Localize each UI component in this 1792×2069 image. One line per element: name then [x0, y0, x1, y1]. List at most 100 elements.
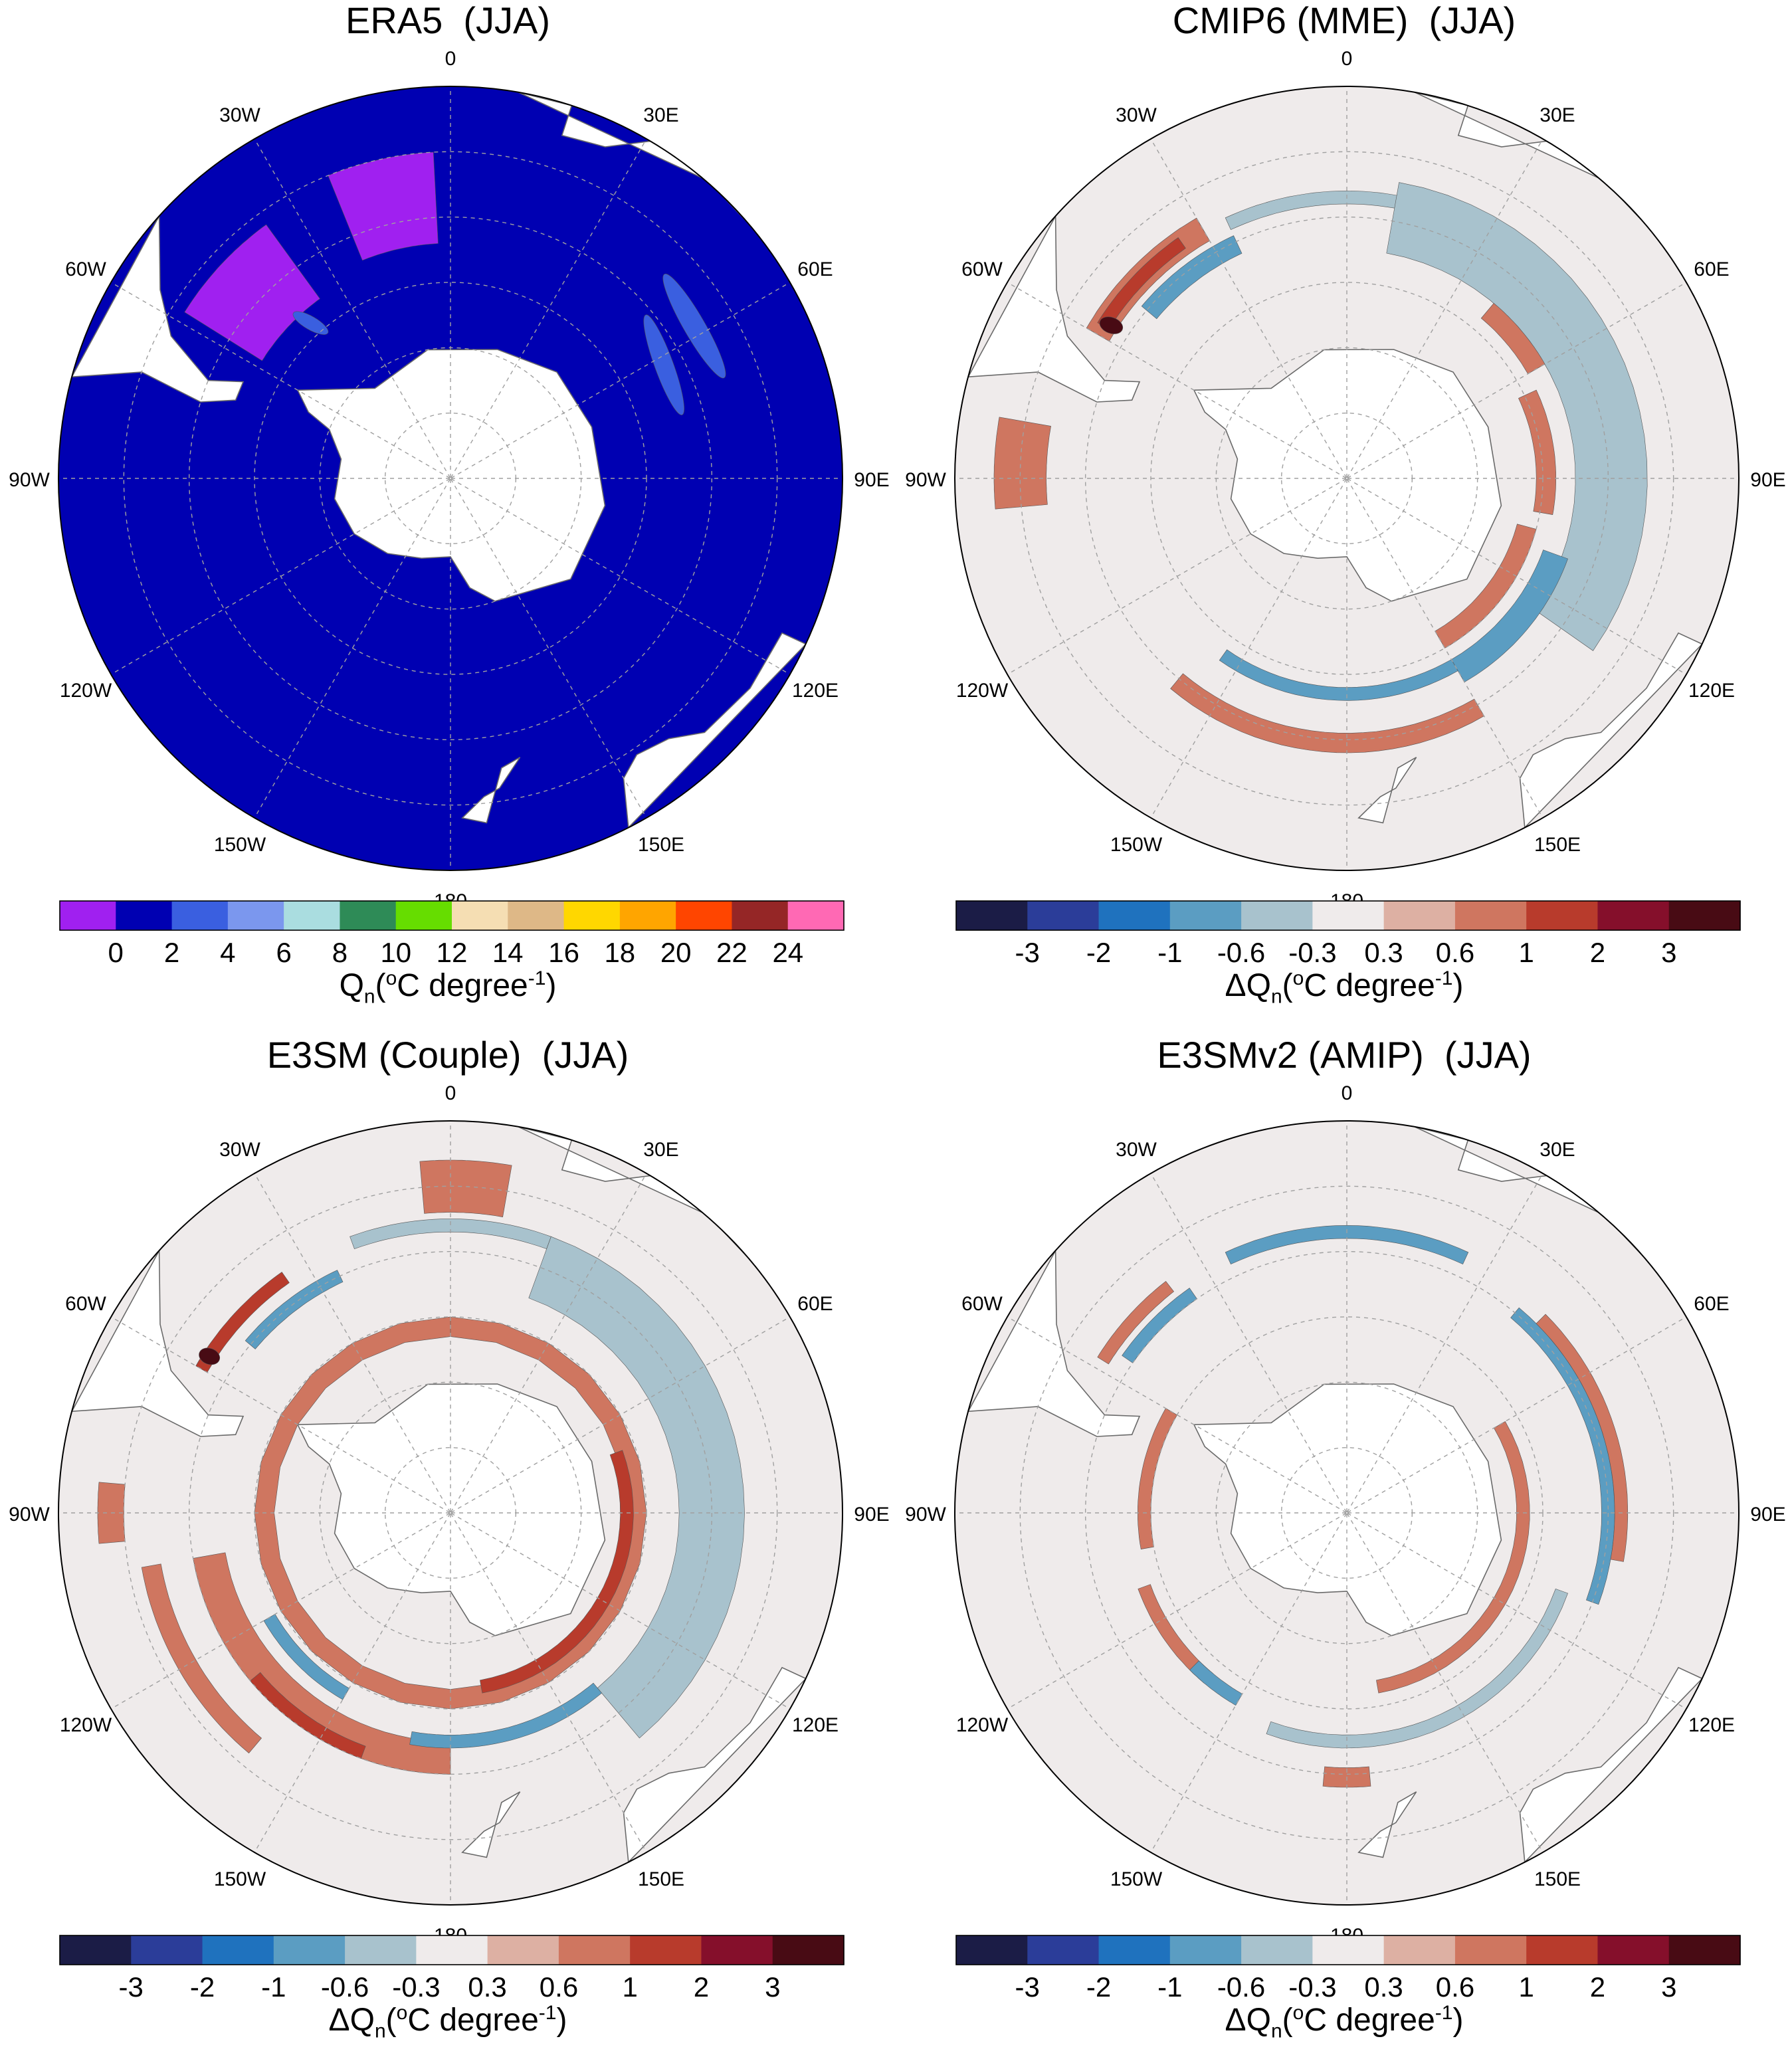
- lon-label: 120W: [60, 680, 112, 702]
- colorbar-swatch: [508, 901, 565, 930]
- colorbar-swatch: [131, 1935, 203, 1965]
- colorbar-swatch: [787, 901, 845, 930]
- land-antarctica: [1193, 349, 1502, 602]
- colorbar-tick-label: -1: [1157, 1971, 1182, 2003]
- lon-label: 30E: [1540, 104, 1575, 126]
- lon-label: 30E: [643, 104, 678, 126]
- lon-gridline: [254, 1513, 451, 1853]
- colorbar-tick-label: -3: [119, 1971, 144, 2003]
- colorbar-swatch: [956, 901, 1028, 930]
- colorbar-tick-label: -2: [190, 1971, 215, 2003]
- lon-label: 60E: [797, 1293, 833, 1315]
- colorbar-swatch: [171, 901, 229, 930]
- lon-gridline: [110, 1512, 450, 1710]
- contour-patch: [1219, 649, 1458, 701]
- lon-label: 150W: [1110, 1868, 1163, 1890]
- contour-blob: [643, 314, 684, 415]
- land-nz: [461, 1791, 521, 1858]
- contour-patch: [1225, 1225, 1469, 1264]
- land-australia: [1519, 1666, 1704, 1864]
- colorbar-label: ΔQn(oC degree-1): [1225, 2002, 1464, 2042]
- lon-gridline: [110, 478, 450, 675]
- map-plot: 030E60E90E120E150E180150W120W90W60W30W02…: [9, 48, 890, 968]
- colorbar-tick-label: 2: [694, 1971, 709, 2003]
- contour-patch: [1518, 389, 1556, 515]
- lon-gridline: [254, 478, 451, 819]
- colorbar-tick-label: -0.3: [392, 1971, 440, 2003]
- lon-label: 90E: [1750, 469, 1785, 491]
- lon-label: 150E: [638, 1868, 684, 1890]
- lon-gridline: [1007, 1512, 1347, 1710]
- colorbar-tick-label: 14: [492, 937, 524, 968]
- colorbar-swatch: [452, 901, 508, 930]
- colorbar-tick-label: 2: [1590, 937, 1605, 968]
- colorbar-tick-label: 1: [1519, 1971, 1534, 2003]
- colorbar-swatch: [1668, 1935, 1741, 1965]
- panel-e3sm-couple: E3SM (Couple) (JJA) 030E60E90E120E150E18…: [0, 1034, 896, 2069]
- lon-label: 90E: [854, 1504, 889, 1526]
- lon-label: 0: [445, 48, 456, 70]
- map-plot: 030E60E90E120E150E180150W120W90W60W30W-3…: [9, 1082, 890, 2003]
- colorbar-swatch: [60, 901, 116, 930]
- lon-label: 120E: [792, 680, 839, 702]
- contour-patch: [1138, 1584, 1213, 1684]
- colorbar-tick-label: 0.6: [540, 1971, 578, 2003]
- panel-title: CMIP6 (MME) (JJA): [1172, 0, 1516, 41]
- lat-gridline: [1019, 1185, 1674, 1840]
- map-root: 030E60E90E120E150E180150W120W90W60W30W-3…: [905, 48, 1786, 968]
- lat-gridline: [1019, 151, 1674, 806]
- lon-gridline: [1150, 478, 1347, 819]
- lat-gridline: [188, 216, 713, 741]
- colorbar-border: [955, 1935, 1741, 1965]
- lon-label: 90E: [854, 469, 889, 491]
- contour-patch: [250, 1672, 366, 1759]
- contour-patch: [1141, 235, 1243, 320]
- colorbar-tick-label: 3: [1661, 937, 1676, 968]
- lon-label: 30E: [1540, 1139, 1575, 1161]
- colorbar-tick-label: 8: [332, 937, 348, 968]
- land-australia: [623, 1666, 807, 1864]
- colorbar-tick-label: 4: [220, 937, 235, 968]
- map-border: [58, 1120, 843, 1906]
- lon-label: 90E: [1750, 1504, 1785, 1526]
- colorbar-tick-label: -0.6: [1217, 937, 1265, 968]
- colorbar-tick-label: 0.6: [1436, 937, 1474, 968]
- colorbar-swatch: [1241, 1935, 1313, 1965]
- lon-gridline: [450, 478, 647, 819]
- contour-patch: [245, 1270, 344, 1349]
- lon-gridline: [110, 282, 450, 479]
- lon-gridline: [1347, 1512, 1687, 1710]
- lon-label: 120E: [792, 1714, 839, 1736]
- colorbar-tick-label: -0.6: [321, 1971, 369, 2003]
- lat-gridline: [1084, 216, 1609, 741]
- colorbar-tick-label: -2: [1086, 937, 1111, 968]
- lon-gridline: [1346, 1173, 1543, 1513]
- colorbar-tick-label: 2: [164, 937, 179, 968]
- contour-patch: [1189, 1660, 1243, 1706]
- lon-label: 30W: [219, 104, 260, 126]
- colorbar-swatch: [1383, 1935, 1456, 1965]
- contour-patch: [141, 1563, 262, 1754]
- lon-label: 90W: [9, 1504, 50, 1526]
- lon-label: 60W: [65, 1293, 106, 1315]
- lat-gridline: [123, 1185, 778, 1840]
- map-plot: 030E60E90E120E150E180150W120W90W60W30W-3…: [905, 48, 1786, 968]
- colorbar-tick-label: 18: [604, 937, 635, 968]
- colorbar-swatch: [1169, 1935, 1242, 1965]
- colorbar-tick-label: -3: [1015, 937, 1040, 968]
- lat-gridline: [254, 282, 647, 675]
- lon-label: 60W: [961, 1293, 1003, 1315]
- colorbar-tick-label: 0.3: [1364, 937, 1403, 968]
- land-antarctica: [1193, 1383, 1502, 1636]
- colorbar-swatch: [1597, 1935, 1670, 1965]
- lon-gridline: [1150, 138, 1347, 478]
- lon-gridline: [450, 478, 791, 675]
- lon-gridline: [450, 1512, 791, 1710]
- lon-label: 90W: [905, 1504, 946, 1526]
- map-group: [955, 86, 1739, 870]
- map-group: [58, 86, 843, 870]
- lon-gridline: [254, 138, 451, 478]
- colorbar-swatch: [60, 1935, 132, 1965]
- colorbar-label: ΔQn(oC degree-1): [1225, 967, 1464, 1008]
